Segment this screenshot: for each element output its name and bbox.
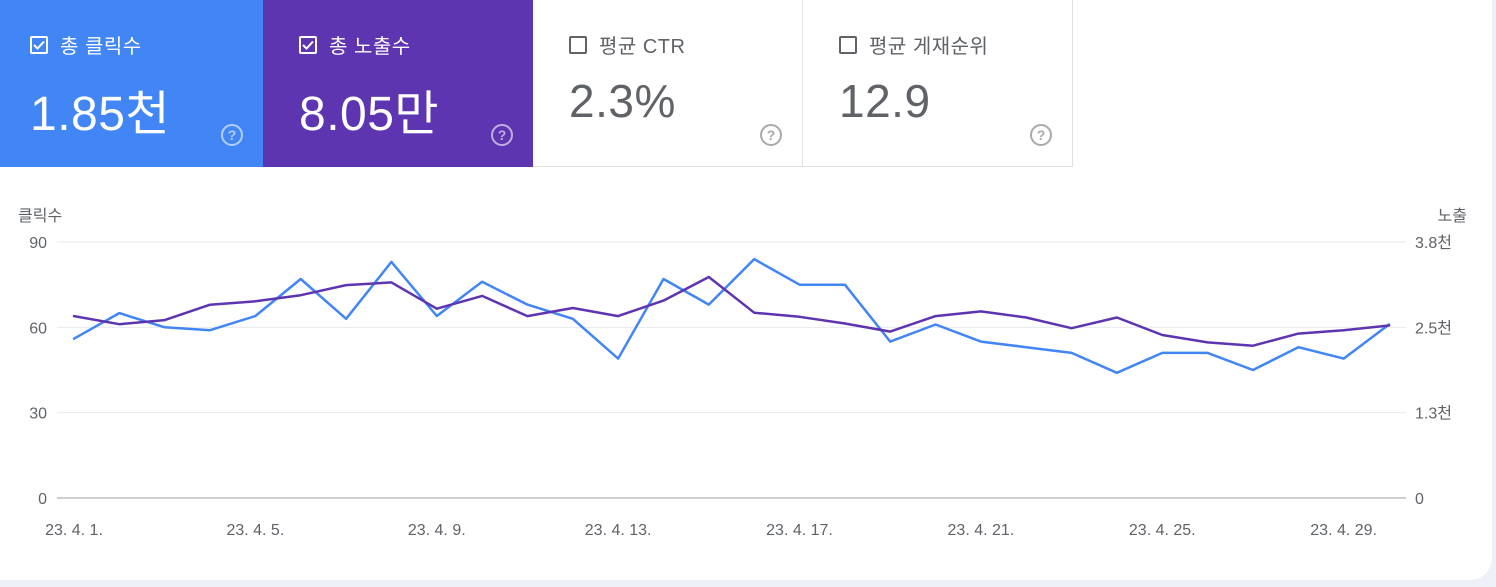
x-tick-label: 23. 4. 21.	[948, 522, 1015, 539]
metric-label: 총 클릭수	[60, 36, 142, 58]
help-icon[interactable]: ?	[760, 124, 782, 146]
left-y-tick-label: 30	[29, 406, 47, 423]
checkbox-unchecked-icon[interactable]	[839, 35, 857, 54]
x-tick-label: 23. 4. 13.	[585, 522, 652, 539]
metric-header: 평균 CTR	[569, 30, 685, 59]
x-tick-label: 23. 4. 25.	[1129, 522, 1196, 539]
metric-value: 1.85천	[30, 88, 171, 141]
left-y-tick-label: 90	[29, 235, 47, 252]
checkbox-checked-icon[interactable]	[299, 35, 317, 54]
grid-lines	[57, 241, 1406, 499]
metric-header: 평균 게재순위	[839, 30, 988, 59]
x-tick-label: 23. 4. 1.	[45, 522, 103, 539]
x-tick-label: 23. 4. 29.	[1310, 522, 1377, 539]
right-y-tick-label: 1.3천	[1415, 405, 1452, 423]
left-y-tick-label: 60	[29, 320, 47, 337]
metric-total-impressions[interactable]: 총 노출수 8.05만 ?	[263, 0, 533, 167]
metric-total-clicks[interactable]: 총 클릭수 1.85천 ?	[0, 0, 263, 167]
left-y-tick-label: 0	[38, 491, 47, 508]
metric-value: 8.05만	[299, 88, 440, 141]
impressions-series-line	[72, 275, 1391, 347]
help-icon[interactable]: ?	[491, 124, 513, 146]
right-y-tick-label: 3.8천	[1415, 234, 1452, 252]
metric-label: 평균 CTR	[599, 36, 686, 58]
metric-label: 총 노출수	[329, 36, 411, 58]
series-lines	[72, 257, 1391, 375]
checkbox-checked-icon[interactable]	[30, 35, 48, 54]
help-icon[interactable]: ?	[221, 124, 243, 146]
clicks-series-line	[72, 257, 1391, 375]
x-tick-label: 23. 4. 17.	[766, 522, 833, 539]
metric-average-position[interactable]: 평균 게재순위 12.9 ?	[803, 0, 1073, 167]
metric-label: 평균 게재순위	[869, 36, 989, 58]
axis-ticks: 0 30 60 90 0 1.3천 2.5천 3.8천 23. 4. 1. 23. 4. 5. 23…	[29, 234, 1452, 539]
right-y-tick-label: 0	[1415, 491, 1424, 508]
right-y-tick-label: 2.5천	[1415, 319, 1452, 337]
right-axis-title: 노출	[1438, 207, 1467, 225]
x-tick-label: 23. 4. 5.	[226, 522, 284, 539]
metric-value: 2.3%	[569, 75, 676, 127]
metric-tiles: 총 클릭수 1.85천 ? 총 노출수 8.05만 ? 평균 CTR 2.3% …	[0, 0, 1073, 167]
x-tick-label: 23. 4. 9.	[408, 522, 466, 539]
checkbox-unchecked-icon[interactable]	[569, 35, 587, 54]
performance-chart: 클릭수 노출 0 30 60 90 0 1.3천 2.5천 3.8천 23. 4. 1. 23. …	[18, 207, 1467, 539]
metric-header: 총 노출수	[299, 30, 411, 59]
left-axis-title: 클릭수	[18, 207, 62, 225]
metric-average-ctr[interactable]: 평균 CTR 2.3% ?	[533, 0, 803, 167]
help-icon[interactable]: ?	[1030, 124, 1052, 146]
metric-header: 총 클릭수	[30, 30, 142, 59]
metric-value: 12.9	[839, 75, 931, 127]
